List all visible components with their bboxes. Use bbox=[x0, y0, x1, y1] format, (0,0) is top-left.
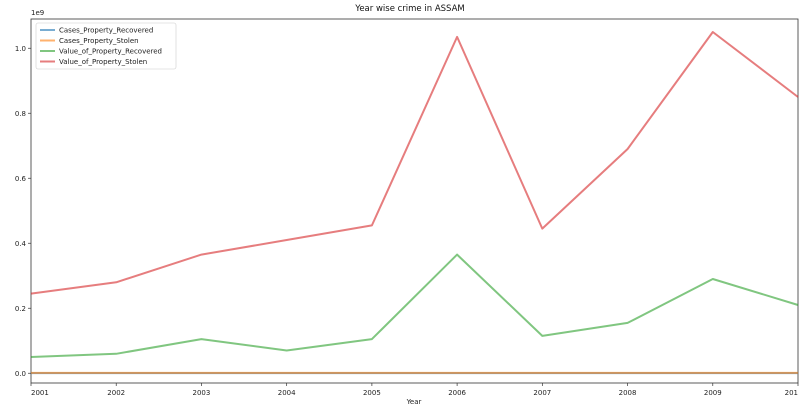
y-tick-label: 0.6 bbox=[15, 175, 27, 183]
series-lines bbox=[30, 31, 799, 375]
series-line-value-of-property-recovered bbox=[30, 253, 799, 358]
x-tick-label: 2005 bbox=[363, 389, 381, 397]
x-tick-label: 2007 bbox=[533, 389, 551, 397]
chart-title: Year wise crime in ASSAM bbox=[354, 4, 464, 14]
plot-frame bbox=[30, 18, 799, 384]
x-axis-title: Year bbox=[406, 398, 422, 406]
x-tick-label: 201 bbox=[785, 389, 798, 397]
y-scale-label: 1e9 bbox=[31, 9, 44, 17]
y-tick-label: 0.8 bbox=[15, 110, 26, 118]
x-tick-label: 2008 bbox=[619, 389, 637, 397]
y-axis: 0.0 0.2 0.4 0.6 0.8 1.0 bbox=[15, 45, 31, 378]
legend: Cases_Property_Recovered Cases_Property_S… bbox=[35, 22, 177, 70]
legend-label-cases-property-recovered: Cases_Property_Recovered bbox=[59, 27, 153, 35]
y-tick-label: 0.0 bbox=[15, 370, 26, 378]
x-tick-label: 2004 bbox=[278, 389, 296, 397]
x-tick-label: 2006 bbox=[448, 389, 466, 397]
x-tick-label: 2002 bbox=[107, 389, 125, 397]
legend-label-value-of-property-recovered: Value_of_Property_Recovered bbox=[59, 48, 162, 56]
x-tick-label: 2009 bbox=[704, 389, 722, 397]
legend-label-value-of-property-stolen: Value_of_Property_Stolen bbox=[59, 58, 147, 66]
x-axis: 2001 2002 2003 2004 2005 2006 2007 2008 2009 201 bbox=[30, 383, 799, 397]
series-line-value-of-property-stolen bbox=[30, 31, 799, 295]
y-tick-label: 0.4 bbox=[15, 240, 27, 248]
y-tick-label: 1.0 bbox=[15, 45, 26, 53]
legend-box bbox=[35, 22, 177, 70]
x-tick-label: 2001 bbox=[31, 389, 49, 397]
y-tick-label: 0.2 bbox=[15, 305, 26, 313]
legend-label-cases-property-stolen: Cases_Property_Stolen bbox=[59, 37, 139, 45]
x-tick-label: 2003 bbox=[193, 389, 211, 397]
